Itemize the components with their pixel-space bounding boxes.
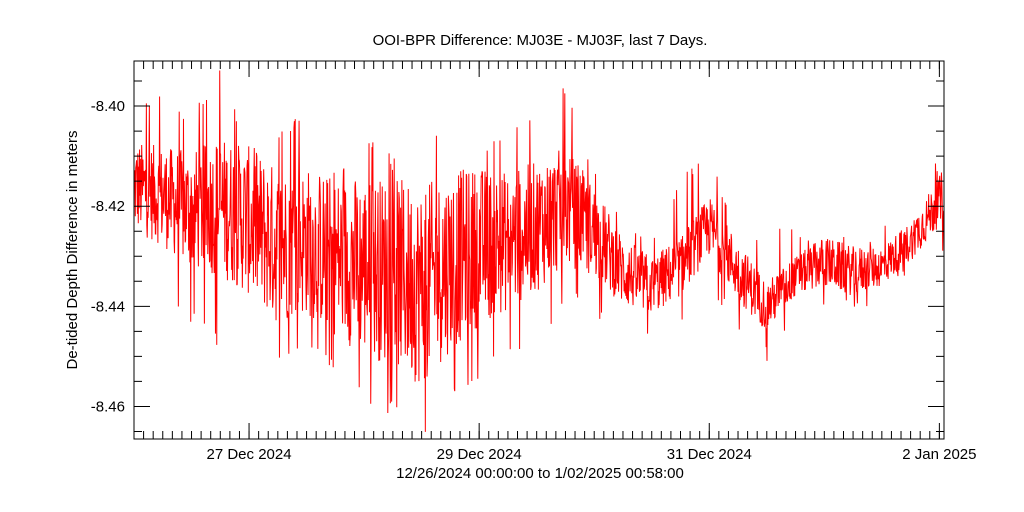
plot-frame	[133, 60, 945, 440]
x-tick-label: 2 Jan 2025	[902, 446, 976, 463]
x-tick-labels: 27 Dec 2024 29 Dec 2024 31 Dec 2024 2 Jan 2…	[207, 446, 977, 463]
data-series-layer	[133, 70, 945, 432]
y-tick-label: -8.44	[91, 298, 125, 315]
y-tick-label: -8.42	[91, 198, 125, 215]
chart-title: OOI-BPR Difference: MJ03E - MJ03F, last …	[373, 32, 708, 49]
x-axis-label: 12/26/2024 00:00:00 to 1/02/2025 00:58:0…	[396, 465, 684, 482]
x-tick-label: 29 Dec 2024	[437, 446, 522, 463]
series-line	[133, 70, 945, 432]
y-tick-label: -8.40	[91, 98, 125, 115]
y-tick-label: -8.46	[91, 398, 125, 415]
tick-path	[133, 61, 944, 439]
x-tick-label: 27 Dec 2024	[207, 446, 292, 463]
y-axis-label: De-tided Depth Difference in meters	[64, 130, 81, 369]
y-tick-labels: -8.40 -8.42 -8.44 -8.46	[91, 98, 125, 415]
tick-marks	[133, 61, 944, 439]
x-tick-label: 31 Dec 2024	[667, 446, 752, 463]
